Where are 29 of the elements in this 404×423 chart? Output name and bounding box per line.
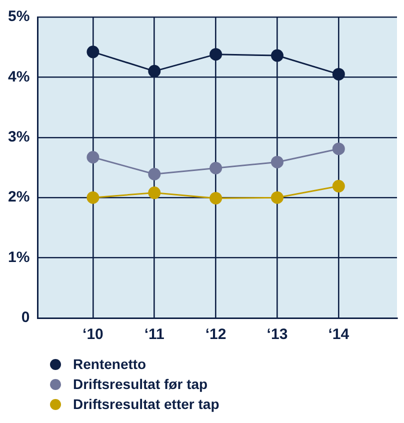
point [332,142,345,156]
point [148,168,161,180]
point [148,186,161,200]
point [210,162,222,174]
x-tick-label: ‘14 [328,326,350,344]
point [86,151,100,164]
y-tick-label: 5% [8,8,30,26]
point [148,64,161,78]
x-tick-label: ‘11 [144,326,164,344]
y-tick-label: 3% [8,128,30,146]
point [270,156,284,168]
y-tick-label: 1% [8,248,30,266]
point [332,180,345,192]
y-tick-label: 2% [8,188,30,206]
point [86,191,100,204]
y-tick-label: 0 [21,309,30,326]
legend-label: Driftsresultat etter tap [73,396,220,412]
legend-label: Driftsresultat før tap [73,376,208,392]
legend-label: Rentenetto [73,356,146,372]
point [86,46,100,58]
x-tick-label: ‘10 [82,326,104,344]
point [210,48,222,61]
y-tick-label: 4% [8,68,30,86]
point [332,68,345,80]
x-tick-label: ‘12 [205,326,226,344]
point [270,191,284,204]
point [270,49,284,62]
x-tick-label: ‘13 [266,326,288,344]
point [210,192,222,204]
